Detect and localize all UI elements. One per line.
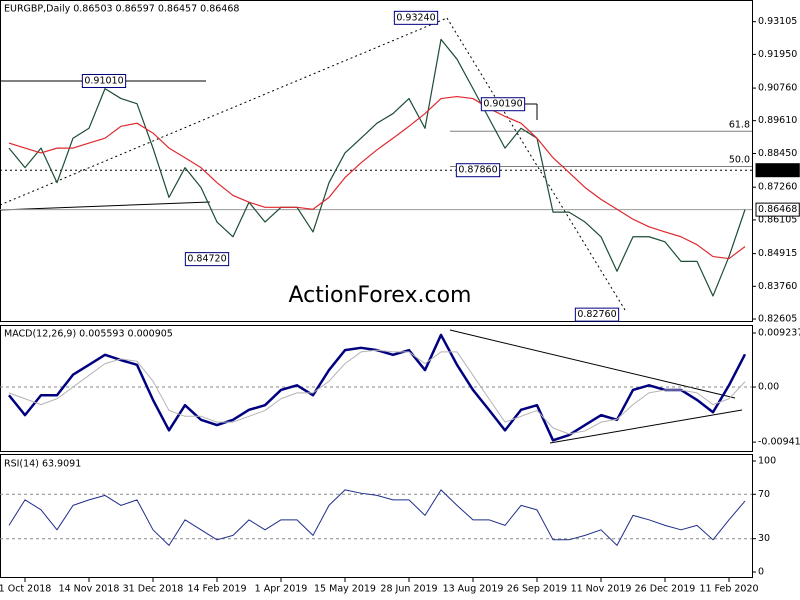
watermark: ActionForex.com <box>289 283 472 308</box>
y-tick-label: -0.009413 <box>758 437 800 448</box>
price-annotation: 0.90190 <box>483 99 522 110</box>
price-annotation-box <box>393 10 439 25</box>
fib-label: 61.8 <box>729 120 750 131</box>
price-annotation: 0.84720 <box>187 254 226 265</box>
x-tick-label: 26 Sep 2019 <box>507 584 567 595</box>
y-tick-label: 0.84915 <box>758 248 797 259</box>
price-panel <box>0 0 753 322</box>
y-tick-label: 100 <box>758 455 776 466</box>
trend-line <box>0 17 448 206</box>
x-tick-label: 11 Nov 2019 <box>571 584 632 595</box>
y-tick-label: 0.82605 <box>758 314 797 325</box>
x-tick-label: 15 May 2019 <box>314 584 376 595</box>
price-annotation: 0.91010 <box>84 75 123 86</box>
y-tick-label: 0.90760 <box>758 83 797 94</box>
series-line <box>8 38 746 297</box>
price-annotation-box <box>81 73 127 88</box>
price-tag-box <box>755 163 800 178</box>
x-tick-label: 13 Aug 2019 <box>443 584 504 595</box>
y-tick-label: 0.88450 <box>758 148 797 159</box>
x-tick-label: 28 Jun 2019 <box>380 584 437 595</box>
price-annotation: 0.93240 <box>396 12 435 23</box>
y-tick-label: 0.89610 <box>758 115 797 126</box>
panel-title: RSI(14) 63.9091 <box>4 459 81 470</box>
trend-line <box>446 17 626 311</box>
x-tick-label: 26 Dec 2019 <box>635 584 696 595</box>
y-tick-label: 0.83760 <box>758 281 797 292</box>
x-tick-label: 14 Feb 2019 <box>187 584 246 595</box>
x-tick-label: 31 Dec 2018 <box>123 584 184 595</box>
y-tick-label: 70 <box>758 489 770 500</box>
series-line <box>8 349 746 435</box>
series-line <box>8 489 746 546</box>
x-tick-label: 1 Oct 2018 <box>0 584 51 595</box>
price-annotation-box <box>184 252 230 267</box>
price-annotation-box <box>480 97 526 112</box>
rsi-panel <box>0 454 753 578</box>
x-tick-label: 11 Feb 2020 <box>699 584 758 595</box>
price-annotation: 0.87860 <box>458 165 497 176</box>
price-tag: 0.87860 <box>758 165 797 176</box>
y-tick-label: 30 <box>758 533 770 544</box>
price-annotation-box <box>455 163 501 178</box>
y-tick-label: 0.00 <box>758 382 779 393</box>
y-tick-label: 0 <box>758 567 764 578</box>
price-annotation: 0.82760 <box>577 309 616 320</box>
fib-label: 50.0 <box>729 155 750 166</box>
y-tick-label: 0.93105 <box>758 16 797 27</box>
price-annotation-box <box>574 307 620 322</box>
series-line <box>8 95 746 260</box>
y-tick-label: 0.009237 <box>758 327 800 338</box>
price-tag: 0.86468 <box>758 204 797 215</box>
panel-title: MACD(12,26,9) 0.005593 0.000905 <box>4 329 173 340</box>
price-tag-box <box>755 202 800 217</box>
panel-title: EURGBP,Daily 0.86503 0.86597 0.86457 0.8… <box>4 4 239 15</box>
trend-line <box>0 201 211 211</box>
x-tick-label: 14 Nov 2018 <box>59 584 120 595</box>
y-tick-label: 0.91950 <box>758 49 797 60</box>
y-tick-label: 0.86105 <box>758 214 797 225</box>
macd-panel <box>0 325 753 452</box>
macd-trend-line <box>449 329 736 399</box>
x-tick-label: 1 Apr 2019 <box>255 584 308 595</box>
macd-trend-line <box>549 409 743 444</box>
y-tick-label: 0.87260 <box>758 182 797 193</box>
